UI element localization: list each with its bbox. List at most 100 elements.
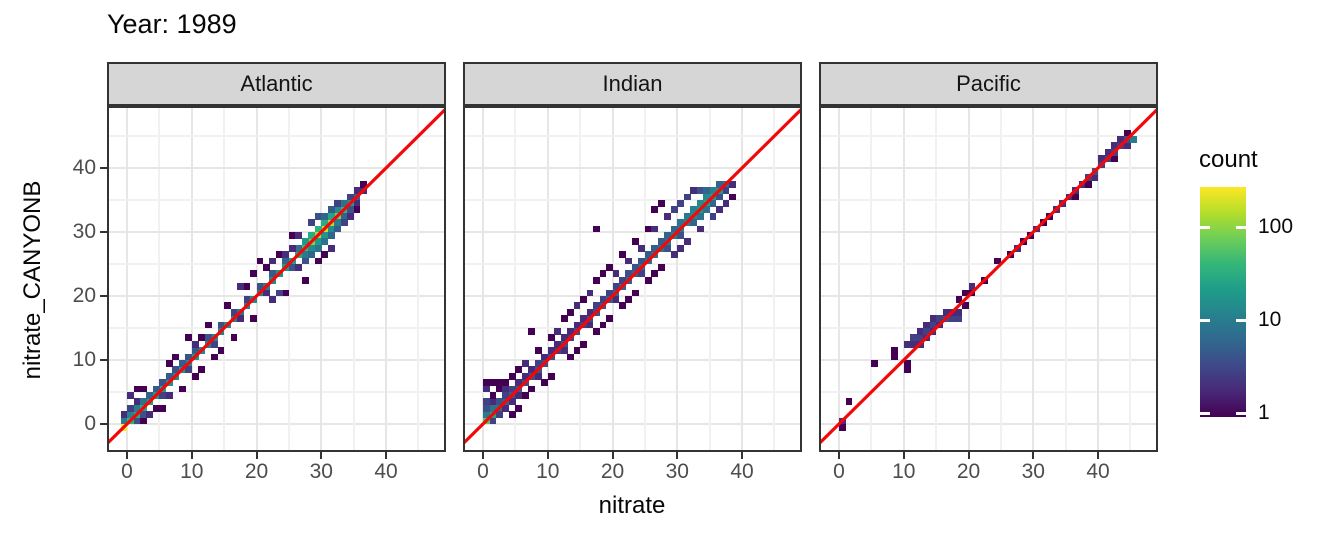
heat-bin (696, 225, 704, 233)
heat-bin (269, 257, 277, 265)
heat-bin (690, 206, 698, 214)
heat-bin (133, 417, 141, 425)
heat-bin (670, 206, 678, 214)
heat-bin (599, 321, 607, 329)
heat-bin (903, 340, 911, 348)
heat-bin (133, 404, 141, 412)
heat-bin (547, 334, 555, 342)
heat-bin (515, 404, 523, 412)
y-axis-tick (100, 423, 107, 426)
heat-bin (295, 264, 303, 271)
heat-bin (327, 232, 335, 239)
heat-bin (120, 417, 128, 425)
heat-bin (528, 385, 536, 393)
legend-tick-label: 10 (1258, 308, 1282, 331)
heat-bin (631, 238, 639, 246)
heat-bin (191, 372, 199, 380)
heat-bin (910, 334, 918, 342)
heat-bin (502, 379, 510, 386)
heat-bin (547, 347, 555, 354)
heat-bin (321, 251, 329, 258)
grid-minor-h (821, 199, 1156, 201)
heat-bin (502, 385, 510, 393)
heat-bin (489, 379, 497, 386)
legend-colorbar (1200, 187, 1246, 417)
heat-bin (528, 366, 536, 374)
heat-bin (1117, 136, 1125, 143)
grid-minor-h (821, 135, 1156, 137)
heat-bin (916, 328, 924, 335)
heat-bin (690, 219, 698, 226)
y-axis-tick-label: 0 (84, 412, 96, 435)
heat-bin (360, 180, 367, 188)
heat-bin (353, 200, 361, 207)
heat-bin (567, 308, 575, 316)
heat-bin (1104, 148, 1112, 156)
heat-bin (703, 187, 710, 194)
x-axis-tick (838, 452, 841, 459)
heat-bin (567, 328, 575, 335)
heat-bin (580, 340, 587, 348)
x-axis-tick (902, 452, 905, 459)
heat-bin (696, 187, 704, 194)
heat-bin (677, 244, 685, 252)
heat-bin (651, 270, 659, 278)
heat-bin (301, 238, 309, 246)
heat-bin (295, 232, 303, 239)
colorbar-tick-1 (1200, 412, 1210, 415)
heat-bin (250, 270, 257, 278)
heat-bin (664, 212, 672, 220)
grid-minor-v (417, 108, 420, 450)
heat-bin (334, 219, 342, 226)
heat-bin (612, 296, 620, 303)
heat-bin (606, 264, 613, 271)
heat-bin (243, 296, 251, 303)
heat-bin (534, 372, 542, 380)
x-axis-tick-label: 10 (180, 460, 204, 483)
heat-bin (580, 296, 587, 303)
heat-bin (185, 366, 193, 374)
grid-major-h (109, 423, 444, 425)
heat-bin (599, 270, 607, 278)
grid-minor-h (821, 327, 1156, 329)
x-axis-tick-label: 0 (833, 460, 845, 483)
heat-bin (631, 264, 639, 271)
heat-bin (554, 340, 562, 348)
heat-bin (495, 379, 503, 386)
x-axis-tick-label: 40 (730, 460, 754, 483)
heat-bin (321, 238, 329, 246)
legend-tick-label: 1 (1258, 401, 1270, 424)
heat-bin (489, 404, 497, 412)
heat-bin (347, 206, 354, 214)
grid-minor-h (109, 391, 444, 393)
heat-bin (722, 187, 730, 194)
facet-strip-atlantic: Atlantic (107, 62, 446, 106)
grid-minor-v (708, 108, 711, 450)
heat-bin (483, 398, 490, 406)
heat-bin (515, 366, 523, 374)
grid-minor-v (287, 108, 290, 450)
x-axis-tick (190, 452, 193, 459)
heat-bin (612, 283, 620, 290)
heat-bin (340, 200, 348, 207)
heat-bin (127, 404, 134, 412)
colorbar-tick-1 (1236, 412, 1246, 415)
heat-bin (1085, 180, 1092, 188)
heat-bin (314, 225, 322, 233)
heat-bin (1110, 155, 1118, 162)
heat-bin (263, 264, 270, 271)
heat-bin (962, 302, 969, 310)
y-axis-title: nitrate_CANYONB (19, 180, 46, 380)
heat-bin (347, 212, 354, 220)
heat-bin (489, 392, 497, 399)
grid-major-h (109, 359, 444, 361)
heat-bin (515, 379, 523, 386)
grid-major-v (320, 108, 323, 450)
heat-bin (1110, 142, 1118, 150)
heat-bin (586, 321, 594, 329)
grid-major-h (821, 423, 1156, 425)
heat-bin (321, 232, 329, 239)
heat-bin (295, 244, 303, 252)
heat-bin (534, 347, 542, 354)
heat-bin (139, 411, 147, 418)
